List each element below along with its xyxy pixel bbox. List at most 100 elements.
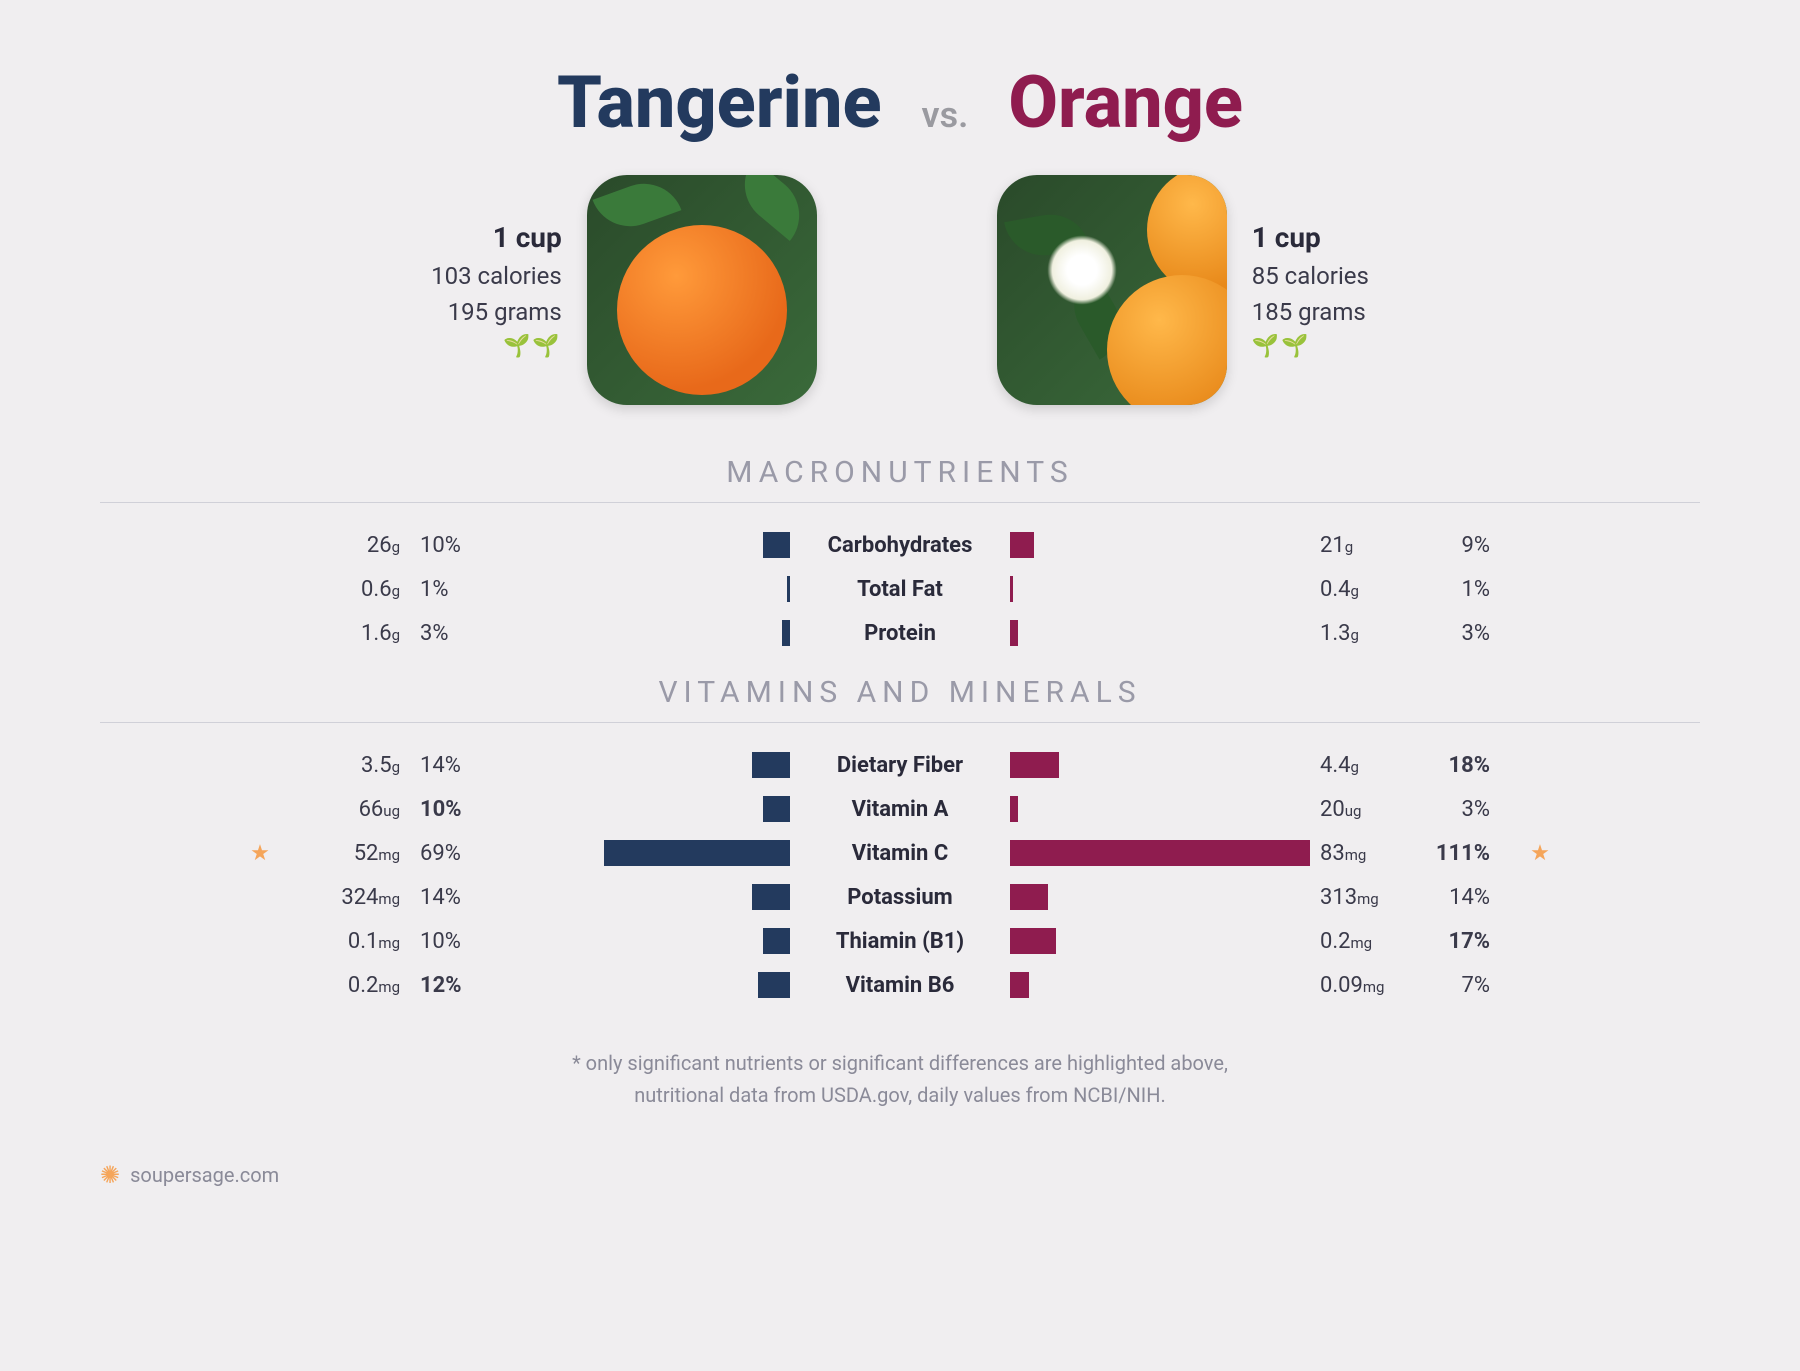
right-value: 0.2mg xyxy=(1310,929,1390,954)
right-bar-wrap xyxy=(1010,875,1310,919)
left-info-block: 1 cup 103 calories 195 grams 🌱🌱 xyxy=(431,175,817,405)
left-bar-wrap xyxy=(490,831,790,875)
footer-logo-icon: ✺ xyxy=(100,1161,120,1189)
nutrient-label: Vitamin B6 xyxy=(790,973,1010,998)
vitamins-divider xyxy=(100,722,1700,723)
nutrient-row: 0.2mg12% Vitamin B6 0.09mg7% xyxy=(100,963,1700,1007)
nutrient-row: 0.1mg10%Thiamin (B1)0.2mg17% xyxy=(100,919,1700,963)
left-bar-wrap xyxy=(490,787,790,831)
left-bar-wrap xyxy=(490,567,790,611)
right-value: 4.4g xyxy=(1310,753,1390,778)
left-percent: 3% xyxy=(410,621,490,646)
right-bar xyxy=(1010,796,1018,822)
left-bar xyxy=(763,928,790,954)
right-value: 20ug xyxy=(1310,797,1390,822)
left-title: Tangerine xyxy=(557,60,882,145)
left-info-text: 1 cup 103 calories 195 grams 🌱🌱 xyxy=(431,221,562,359)
footnote-line1: * only significant nutrients or signific… xyxy=(100,1047,1700,1079)
right-bar-wrap xyxy=(1010,567,1310,611)
right-bar-wrap xyxy=(1010,743,1310,787)
right-serving: 1 cup xyxy=(1252,221,1321,254)
left-bar-wrap xyxy=(490,611,790,655)
right-bar xyxy=(1010,752,1059,778)
header-row: Tangerine vs. Orange xyxy=(100,60,1700,145)
right-value: 313mg xyxy=(1310,885,1390,910)
right-percent: 3% xyxy=(1390,797,1500,822)
left-percent: 69% xyxy=(410,841,490,866)
footer-site: soupersage.com xyxy=(130,1163,279,1187)
nutrient-label: Total Fat xyxy=(790,577,1010,602)
infographic-container: Tangerine vs. Orange 1 cup 103 calories … xyxy=(100,60,1700,1189)
right-percent: 1% xyxy=(1390,577,1500,602)
right-value: 83mg xyxy=(1310,841,1390,866)
right-title: Orange xyxy=(1008,60,1243,145)
nutrient-label: Carbohydrates xyxy=(790,533,1010,558)
left-bar xyxy=(763,532,790,558)
right-bar-wrap xyxy=(1010,963,1310,1007)
right-percent: 18% xyxy=(1390,753,1500,778)
left-value: 324mg xyxy=(300,885,410,910)
left-bar-wrap xyxy=(490,875,790,919)
left-percent: 10% xyxy=(410,797,490,822)
nutrient-row: 3.5g14%Dietary Fiber4.4g18% xyxy=(100,743,1700,787)
left-calories: 103 calories xyxy=(431,262,562,290)
left-bar-wrap xyxy=(490,743,790,787)
left-value: 52mg xyxy=(300,841,410,866)
right-percent: 7% xyxy=(1390,973,1500,998)
left-grams: 195 grams xyxy=(448,298,562,326)
right-bar xyxy=(1010,928,1056,954)
footer: ✺ soupersage.com xyxy=(100,1161,1700,1189)
left-bar xyxy=(763,796,790,822)
nutrient-row: 1.6g3%Protein1.3g3% xyxy=(100,611,1700,655)
right-percent: 3% xyxy=(1390,621,1500,646)
left-value: 26g xyxy=(300,533,410,558)
macros-divider xyxy=(100,502,1700,503)
right-value: 21g xyxy=(1310,533,1390,558)
left-bar xyxy=(604,840,790,866)
right-value: 1.3g xyxy=(1310,621,1390,646)
left-bar-wrap xyxy=(490,919,790,963)
right-bar-wrap xyxy=(1010,523,1310,567)
right-info-block: 1 cup 85 calories 185 grams 🌱🌱 xyxy=(997,175,1369,405)
nutrient-label: Potassium xyxy=(790,885,1010,910)
right-bar xyxy=(1010,884,1048,910)
left-percent: 12% xyxy=(410,973,490,998)
info-row: 1 cup 103 calories 195 grams 🌱🌱 1 cup xyxy=(100,175,1700,405)
left-value: 0.6g xyxy=(300,577,410,602)
nutrient-label: Vitamin C xyxy=(790,841,1010,866)
right-sprouts-icon: 🌱🌱 xyxy=(1252,334,1311,359)
left-value: 66ug xyxy=(300,797,410,822)
left-serving: 1 cup xyxy=(493,221,562,254)
footnote: * only significant nutrients or signific… xyxy=(100,1047,1700,1111)
nutrient-row: 26g10%Carbohydrates21g9% xyxy=(100,523,1700,567)
right-bar-wrap xyxy=(1010,831,1310,875)
right-percent: 14% xyxy=(1390,885,1500,910)
right-bar-wrap xyxy=(1010,787,1310,831)
left-bar-wrap xyxy=(490,523,790,567)
left-percent: 1% xyxy=(410,577,490,602)
left-sprouts-icon: 🌱🌱 xyxy=(503,334,562,359)
right-percent: 17% xyxy=(1390,929,1500,954)
right-info-text: 1 cup 85 calories 185 grams 🌱🌱 xyxy=(1252,221,1369,359)
right-grams: 185 grams xyxy=(1252,298,1366,326)
nutrient-row: 66ug10%Vitamin A20ug3% xyxy=(100,787,1700,831)
nutrient-row: 324mg14%Potassium313mg14% xyxy=(100,875,1700,919)
left-percent: 14% xyxy=(410,885,490,910)
left-percent: 14% xyxy=(410,753,490,778)
left-percent: 10% xyxy=(410,533,490,558)
right-bar xyxy=(1010,620,1018,646)
left-bar-wrap xyxy=(490,963,790,1007)
left-percent: 10% xyxy=(410,929,490,954)
nutrient-label: Protein xyxy=(790,621,1010,646)
macros-heading: MACRONUTRIENTS xyxy=(100,455,1700,490)
right-percent: 111% xyxy=(1390,841,1500,866)
right-calories: 85 calories xyxy=(1252,262,1369,290)
left-bar xyxy=(758,972,790,998)
left-bar xyxy=(782,620,790,646)
left-value: 1.6g xyxy=(300,621,410,646)
left-value: 0.2mg xyxy=(300,973,410,998)
nutrient-label: Thiamin (B1) xyxy=(790,929,1010,954)
nutrient-label: Dietary Fiber xyxy=(790,753,1010,778)
right-value: 0.09mg xyxy=(1310,973,1390,998)
vs-label: vs. xyxy=(922,94,969,136)
